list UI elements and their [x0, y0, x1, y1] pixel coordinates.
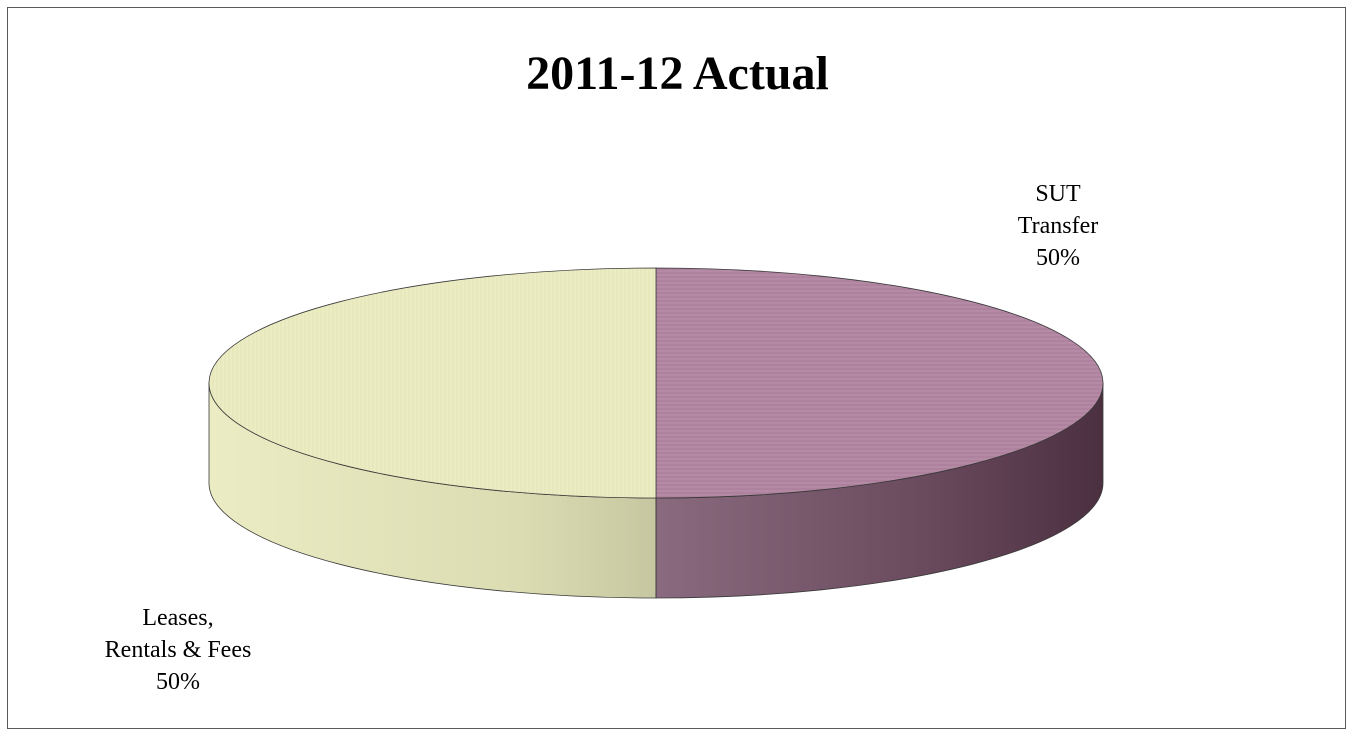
slice-label-leases-rentals-fees: Leases, Rentals & Fees 50%: [68, 602, 288, 698]
slice-label-line: SUT: [1035, 181, 1081, 207]
slice-label-line: Rentals & Fees: [104, 637, 252, 663]
chart-frame: 2011-12 Actual: [7, 7, 1346, 729]
slice-label-sut-transfer: SUT Transfer 50%: [968, 178, 1148, 274]
slice-percent: 50%: [156, 669, 200, 695]
slice-percent: 50%: [1036, 245, 1080, 271]
chart-title: 2011-12 Actual: [526, 47, 829, 100]
slice-leases-rentals-fees: [208, 267, 657, 499]
slice-label-line: Leases,: [142, 605, 214, 631]
slice-sut-transfer: [655, 267, 1104, 499]
slice-label-line: Transfer: [1017, 213, 1099, 239]
pie-chart: [208, 267, 1104, 599]
